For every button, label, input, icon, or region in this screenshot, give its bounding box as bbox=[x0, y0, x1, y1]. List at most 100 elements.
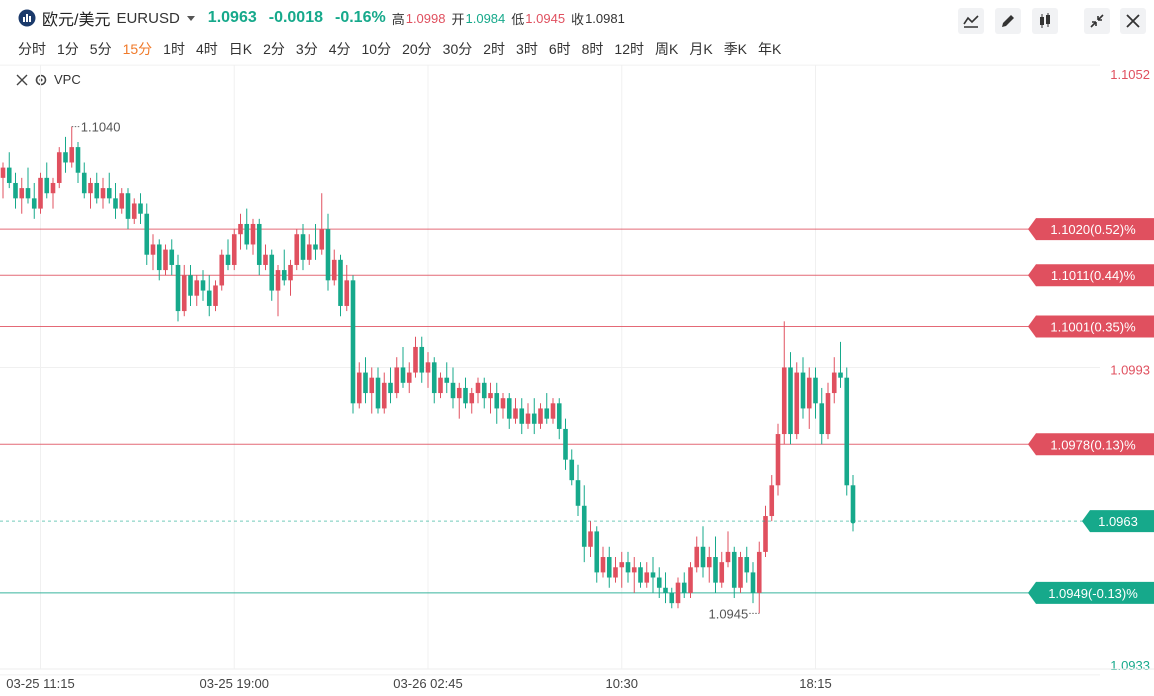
candle-body bbox=[319, 229, 325, 250]
tool-button[interactable] bbox=[995, 8, 1021, 34]
timeframe-tab[interactable]: 3时 bbox=[516, 41, 538, 57]
candle-body bbox=[344, 280, 350, 306]
y-tick-label: 1.1052 bbox=[1110, 67, 1150, 82]
stat-label: 低 bbox=[511, 11, 525, 27]
candle-body bbox=[544, 408, 550, 419]
timeframe-tab[interactable]: 分时 bbox=[18, 41, 46, 57]
candle-body bbox=[13, 182, 18, 199]
candle-body bbox=[788, 367, 793, 435]
timeframe-tab[interactable]: 30分 bbox=[442, 41, 473, 57]
timeframe-tab[interactable]: 20分 bbox=[402, 41, 432, 57]
candle-body bbox=[0, 167, 6, 178]
candle-body bbox=[469, 393, 475, 404]
timeframe-tab[interactable]: 日K bbox=[228, 41, 253, 57]
candle-body bbox=[238, 223, 243, 235]
candle-body bbox=[750, 572, 756, 593]
candle-body bbox=[356, 372, 362, 404]
candle-body bbox=[419, 346, 425, 373]
candle-body bbox=[256, 223, 262, 265]
candle-body bbox=[194, 280, 200, 296]
candle-body bbox=[494, 393, 500, 409]
candle-body bbox=[619, 562, 625, 568]
candle-body bbox=[769, 485, 775, 517]
candle-body bbox=[725, 551, 731, 563]
candle-body bbox=[688, 567, 693, 593]
last-price-dot bbox=[850, 518, 856, 524]
candle-body bbox=[450, 382, 456, 399]
dropdown-arrow[interactable] bbox=[186, 13, 196, 23]
candle-body bbox=[6, 167, 12, 183]
candle-body bbox=[188, 275, 193, 296]
candle-body bbox=[444, 377, 450, 383]
timeframe-tab[interactable]: 周K bbox=[655, 41, 679, 57]
candle-body bbox=[681, 582, 687, 593]
candle-body bbox=[100, 188, 106, 199]
tool-button[interactable] bbox=[1084, 8, 1110, 34]
candle-body bbox=[388, 382, 393, 394]
candle-body bbox=[106, 188, 112, 199]
timeframe-tab[interactable]: 5分 bbox=[89, 41, 112, 57]
stat-value: 1.0945 bbox=[525, 10, 566, 26]
tool-button[interactable] bbox=[958, 8, 984, 34]
candle-body bbox=[113, 198, 118, 209]
timeframe-tab[interactable]: 月K bbox=[689, 41, 713, 57]
candle-body bbox=[325, 229, 331, 281]
timeframe-tab[interactable]: 1分 bbox=[57, 41, 79, 57]
timeframe-tab[interactable]: 6时 bbox=[548, 41, 571, 57]
indicator-name: VPC bbox=[54, 72, 81, 87]
candle-body bbox=[538, 408, 543, 424]
candle-body bbox=[413, 346, 418, 373]
candle-body bbox=[38, 177, 43, 209]
remove-icon[interactable] bbox=[16, 74, 28, 86]
candle-body bbox=[738, 557, 743, 588]
symbol[interactable]: EURUSD bbox=[116, 9, 180, 27]
timeframe-tab[interactable]: 12时 bbox=[614, 41, 644, 57]
candle-body bbox=[525, 413, 531, 424]
candle-body bbox=[556, 403, 562, 429]
candle-body bbox=[719, 562, 725, 583]
candle-body bbox=[569, 459, 575, 481]
candle-body bbox=[763, 516, 768, 552]
candle-body bbox=[31, 198, 37, 209]
candle-body bbox=[350, 280, 356, 404]
candle-body bbox=[56, 152, 62, 183]
x-tick-label: 03-25 19:00 bbox=[200, 676, 269, 691]
close-button[interactable] bbox=[1120, 8, 1146, 34]
candle-body bbox=[456, 387, 462, 399]
timeframe-tab[interactable]: 2分 bbox=[263, 41, 285, 57]
candle-body bbox=[75, 147, 81, 173]
timeframe-bar: 分时 1分 5分 15分 1时 4时 日K 2分 3分 4分 10分 20分 30分 2时 3时 6时 8时 12… bbox=[18, 39, 781, 59]
y-tick-label: 1.0933 bbox=[1110, 658, 1150, 673]
low-label: 1.0945 bbox=[708, 606, 748, 621]
candle-body bbox=[838, 372, 843, 378]
candle-body bbox=[88, 182, 93, 194]
candle-body bbox=[281, 270, 287, 281]
candle-body bbox=[563, 428, 568, 460]
candle-body bbox=[638, 567, 643, 583]
candle-body bbox=[206, 290, 212, 306]
candle-body bbox=[131, 203, 137, 219]
timeframe-tab[interactable]: 4时 bbox=[195, 41, 218, 57]
stat-label: 开 bbox=[451, 11, 465, 27]
timeframe-tab[interactable]: 年K bbox=[758, 41, 782, 57]
tool-button[interactable] bbox=[1032, 8, 1058, 34]
candle-body bbox=[431, 362, 437, 394]
timeframe-tab[interactable]: 3分 bbox=[295, 41, 318, 57]
logo bbox=[18, 9, 36, 27]
candle-body bbox=[406, 372, 412, 383]
timeframe-tab[interactable]: 1时 bbox=[163, 41, 185, 57]
timeframe-tab[interactable]: 季K bbox=[723, 41, 748, 57]
timeframe-tab[interactable]: 15分 bbox=[122, 41, 153, 57]
x-tick-label: 10:30 bbox=[605, 676, 638, 691]
timeframe-tab[interactable]: 8时 bbox=[581, 41, 604, 57]
timeframe-tab[interactable]: 2时 bbox=[483, 41, 506, 57]
timeframe-tab[interactable]: 4分 bbox=[328, 41, 351, 57]
candle-body bbox=[806, 377, 812, 409]
candle-body bbox=[300, 234, 306, 260]
candle-body bbox=[231, 234, 237, 265]
candle-body bbox=[225, 254, 231, 265]
timeframe-tab[interactable]: 10分 bbox=[361, 41, 392, 57]
candle-body bbox=[331, 259, 337, 281]
candle-body bbox=[200, 280, 206, 291]
